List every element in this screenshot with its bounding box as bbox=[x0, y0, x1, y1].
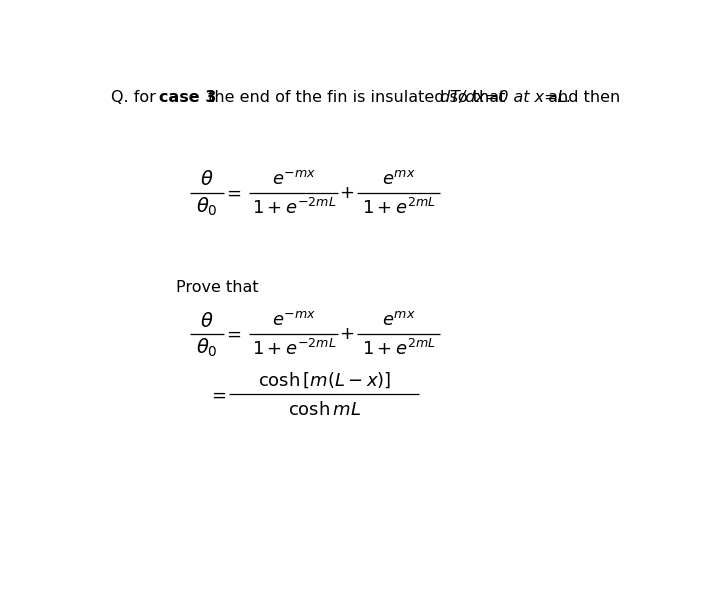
Text: $\mathrm{cosh}\,mL$: $\mathrm{cosh}\,mL$ bbox=[288, 401, 361, 419]
Text: $\theta$: $\theta$ bbox=[200, 312, 214, 330]
Text: $\theta_0$: $\theta_0$ bbox=[197, 337, 218, 359]
Text: $\theta_0$: $\theta_0$ bbox=[197, 196, 218, 218]
Text: $=$: $=$ bbox=[208, 385, 227, 403]
Text: $e^{-mx}$: $e^{-mx}$ bbox=[271, 170, 316, 188]
Text: dT/dx=0 at x=L.: dT/dx=0 at x=L. bbox=[440, 90, 572, 105]
Text: Q. for: Q. for bbox=[111, 90, 161, 105]
Text: $1+e^{-2mL}$: $1+e^{-2mL}$ bbox=[251, 340, 336, 359]
Text: $1+e^{2mL}$: $1+e^{2mL}$ bbox=[361, 340, 436, 359]
Text: Prove that: Prove that bbox=[176, 281, 259, 296]
Text: case 3: case 3 bbox=[158, 90, 216, 105]
Text: the end of the fin is insulated so that: the end of the fin is insulated so that bbox=[203, 90, 510, 105]
Text: $1+e^{-2mL}$: $1+e^{-2mL}$ bbox=[251, 198, 336, 218]
Text: and then: and then bbox=[543, 90, 621, 105]
Text: $\theta$: $\theta$ bbox=[200, 170, 214, 189]
Text: $1+e^{2mL}$: $1+e^{2mL}$ bbox=[361, 198, 436, 218]
Text: $e^{-mx}$: $e^{-mx}$ bbox=[271, 311, 316, 329]
Text: $\mathrm{cosh}\,[m(L-x)]$: $\mathrm{cosh}\,[m(L-x)]$ bbox=[258, 371, 391, 390]
Text: $e^{mx}$: $e^{mx}$ bbox=[382, 311, 415, 329]
Text: $=$: $=$ bbox=[223, 325, 242, 343]
Text: $+$: $+$ bbox=[339, 184, 354, 202]
Text: $e^{mx}$: $e^{mx}$ bbox=[382, 170, 415, 188]
Text: $+$: $+$ bbox=[339, 325, 354, 343]
Text: $=$: $=$ bbox=[223, 184, 242, 202]
